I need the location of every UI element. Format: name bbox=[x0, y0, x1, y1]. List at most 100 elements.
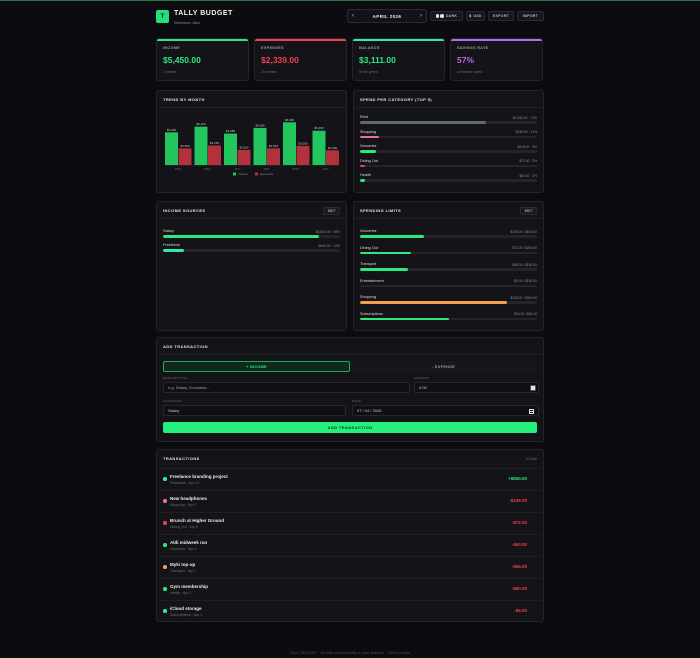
card-subtext: of income saved bbox=[457, 70, 483, 74]
chevron-left-icon[interactable]: ‹ bbox=[352, 13, 354, 19]
card-accent-bar bbox=[353, 39, 444, 41]
x-tick-label: JAN bbox=[234, 167, 240, 171]
category-label: CATEGORY bbox=[163, 399, 183, 403]
card-label: INCOME bbox=[163, 46, 180, 50]
bar-data-label: $2,644 bbox=[269, 144, 279, 148]
row-value: $60.00 · 3% bbox=[519, 173, 537, 178]
transaction-name: iCloud storage bbox=[170, 606, 202, 611]
progress-track bbox=[360, 317, 537, 320]
row-value: $249.00 · 11% bbox=[515, 130, 537, 134]
stepper-icon[interactable] bbox=[530, 385, 536, 391]
edit-spending-limits-button[interactable]: EDIT bbox=[520, 207, 537, 215]
transaction-row[interactable]: iCloud storage Subscriptions · Apr 1 -$5.0… bbox=[157, 600, 543, 622]
income-bar bbox=[224, 133, 237, 165]
import-button[interactable]: IMPORT bbox=[517, 11, 544, 21]
panel-title: SPEND PER CATEGORY (TOP 5) bbox=[360, 97, 432, 102]
transaction-row[interactable]: Gym membership Health · Apr 1 -$60.00 bbox=[157, 578, 543, 600]
description-input[interactable]: e.g. Salary, Groceries... bbox=[163, 382, 410, 393]
theme-label: DARK bbox=[445, 14, 458, 18]
row-value: $218.00 · 9% bbox=[517, 144, 537, 149]
progress-track bbox=[360, 179, 537, 182]
x-tick-label: APR bbox=[322, 167, 329, 171]
progress-track bbox=[163, 235, 340, 238]
amount-label: AMOUNT bbox=[414, 376, 430, 380]
income-tab[interactable]: + INCOME bbox=[163, 361, 350, 372]
export-button[interactable]: EXPORT bbox=[488, 11, 514, 21]
month-navigator: ‹ APRIL 2026 › bbox=[347, 9, 427, 23]
progress-fill bbox=[360, 251, 412, 254]
transaction-row[interactable]: Brunch at Higher Ground Dining Out · Apr … bbox=[157, 512, 543, 534]
app-title: TALLY BUDGET bbox=[174, 10, 233, 17]
row-value: $249.00 / $300.00 bbox=[510, 295, 537, 300]
transaction-row[interactable]: Freelance branding project Freelance · Ap… bbox=[157, 468, 543, 490]
current-month: APRIL 2026 bbox=[372, 13, 402, 19]
card-label: BALANCE bbox=[359, 46, 380, 50]
amount-input[interactable]: 0.00 bbox=[414, 382, 539, 393]
row-label: Entertainment bbox=[360, 278, 384, 283]
chevron-right-icon[interactable]: › bbox=[420, 13, 422, 19]
legend-label-expenses: Expenses bbox=[260, 172, 274, 176]
card-accent-bar bbox=[255, 39, 346, 41]
transaction-name: Aldi midweek run bbox=[170, 540, 208, 545]
legend-swatch-income bbox=[233, 172, 236, 176]
income-bar bbox=[165, 132, 178, 165]
progress-track bbox=[360, 164, 537, 167]
progress-fill bbox=[360, 135, 380, 138]
transaction-amount: -$55.00 bbox=[511, 564, 527, 569]
row-label: Freelance bbox=[163, 243, 180, 247]
transaction-meta: Dining Out · Apr 5 bbox=[170, 525, 198, 529]
calendar-icon[interactable] bbox=[529, 409, 534, 414]
transactions-panel: TRANSACTIONS 10 total Freelance branding… bbox=[156, 449, 544, 622]
row-value: $1,650.00 · 71% bbox=[512, 115, 537, 120]
category-select[interactable]: Salary bbox=[163, 405, 346, 416]
transaction-row[interactable]: New headphones Shopping · Apr 9 -$249.00 bbox=[157, 490, 543, 512]
category-dot-icon bbox=[163, 499, 167, 503]
row-label: Shopping bbox=[360, 129, 377, 134]
category-dot-icon bbox=[163, 609, 167, 613]
expense-tab[interactable]: - EXPENSE bbox=[432, 364, 455, 369]
panel-title: ADD TRANSACTION bbox=[163, 344, 208, 349]
transaction-amount: +$650.00 bbox=[508, 476, 527, 481]
income-card: INCOME $5,450.00 2 entries bbox=[156, 38, 249, 81]
divider bbox=[157, 107, 346, 108]
date-label: DATE bbox=[352, 399, 362, 403]
x-tick-label: FEB bbox=[264, 167, 270, 171]
row-label: Rent bbox=[360, 115, 369, 119]
row-value: $218.00 / $600.00 bbox=[510, 229, 537, 234]
welcome-text: Welcome, Alex bbox=[174, 20, 201, 25]
toggle-icon bbox=[435, 14, 444, 18]
transaction-amount: -$72.00 bbox=[511, 520, 527, 525]
date-input[interactable]: 07 / 04 / 2026 bbox=[352, 405, 539, 416]
bar-data-label: $2,339 bbox=[328, 146, 338, 150]
transaction-row[interactable]: Myki top-up Transport · Apr 2 -$55.00 bbox=[157, 556, 543, 578]
header: T TALLY BUDGET Welcome, Alex ‹ APRIL 202… bbox=[156, 8, 544, 30]
transaction-name: Brunch at Higher Ground bbox=[170, 518, 224, 523]
expense-bar bbox=[296, 145, 310, 165]
app-container: T TALLY BUDGET Welcome, Alex ‹ APRIL 202… bbox=[156, 8, 544, 622]
savings-rate-card: SAVINGS RATE 57% of income saved bbox=[450, 38, 543, 81]
divider bbox=[354, 218, 543, 219]
progress-track bbox=[360, 135, 537, 138]
expense-bar bbox=[326, 150, 339, 165]
description-label: DESCRIPTION bbox=[163, 376, 188, 380]
transaction-meta: Subscriptions · Apr 1 bbox=[170, 613, 203, 617]
theme-toggle-button[interactable]: DARK bbox=[430, 11, 463, 21]
row-label: Health bbox=[360, 173, 371, 177]
progress-fill bbox=[163, 249, 185, 252]
trend-panel: TREND BY MONTH $5,200 $2,650 NOV $6,100 $3,1… bbox=[156, 90, 347, 193]
progress-track bbox=[360, 150, 537, 153]
transaction-row[interactable]: Aldi midweek run Groceries · Apr 4 -$63.00 bbox=[157, 534, 543, 556]
currency-button[interactable]: $ USD bbox=[466, 11, 485, 21]
card-accent-bar bbox=[157, 39, 248, 41]
category-dot-icon bbox=[163, 587, 167, 591]
dollar-icon: $ bbox=[469, 14, 472, 18]
expense-bar bbox=[267, 148, 280, 165]
progress-fill bbox=[360, 268, 408, 271]
card-value: $5,450.00 bbox=[163, 55, 201, 65]
category-dot-icon bbox=[163, 477, 167, 481]
expenses-card: EXPENSES $2,339.00 20 entries bbox=[254, 38, 347, 81]
app-logo: T bbox=[156, 10, 169, 23]
add-transaction-button[interactable]: ADD TRANSACTION bbox=[163, 422, 537, 433]
edit-income-sources-button[interactable]: EDIT bbox=[323, 207, 340, 215]
progress-track bbox=[163, 249, 340, 252]
